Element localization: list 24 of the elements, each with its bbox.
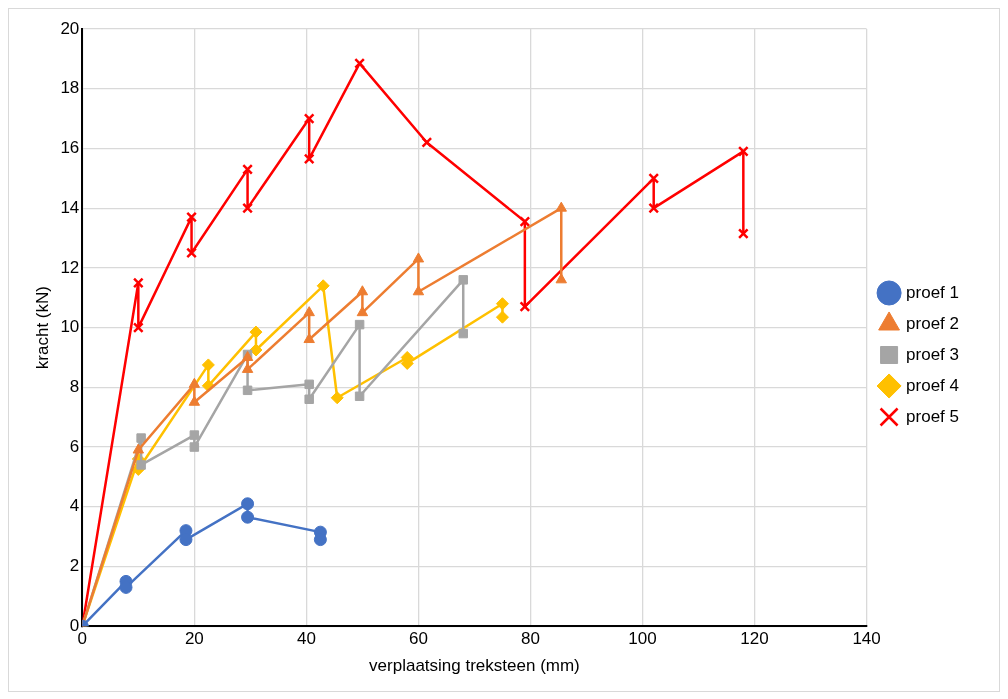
x-tick-label: 120 bbox=[740, 629, 769, 649]
y-tick-label: 8 bbox=[69, 377, 80, 397]
x-tick-label: 20 bbox=[184, 629, 204, 649]
y-tick-label: 10 bbox=[60, 317, 80, 337]
x-axis-title: verplaatsing treksteen (mm) bbox=[369, 656, 580, 676]
y-tick-label: 20 bbox=[60, 18, 80, 38]
y-axis-title: kracht (kN) bbox=[32, 286, 52, 370]
y-tick-label: 2 bbox=[69, 556, 80, 576]
y-tick-label: 6 bbox=[69, 436, 80, 456]
y-tick-label: 16 bbox=[60, 138, 80, 158]
legend-label: proef 5 bbox=[906, 406, 960, 426]
x-tick-label: 140 bbox=[852, 629, 881, 649]
legend-label: proef 1 bbox=[906, 282, 960, 302]
y-tick-label: 14 bbox=[60, 197, 80, 217]
x-tick-label: 60 bbox=[408, 629, 428, 649]
y-tick-label: 18 bbox=[60, 78, 80, 98]
x-tick-label: 40 bbox=[296, 629, 316, 649]
legend-label: proef 4 bbox=[906, 375, 960, 395]
x-tick-label: 80 bbox=[521, 629, 540, 649]
y-tick-label: 4 bbox=[69, 496, 80, 516]
x-tick-label: 100 bbox=[628, 629, 657, 649]
legend-label: proef 3 bbox=[906, 344, 960, 364]
legend-label: proef 2 bbox=[906, 313, 960, 333]
y-tick-label: 12 bbox=[60, 257, 80, 277]
